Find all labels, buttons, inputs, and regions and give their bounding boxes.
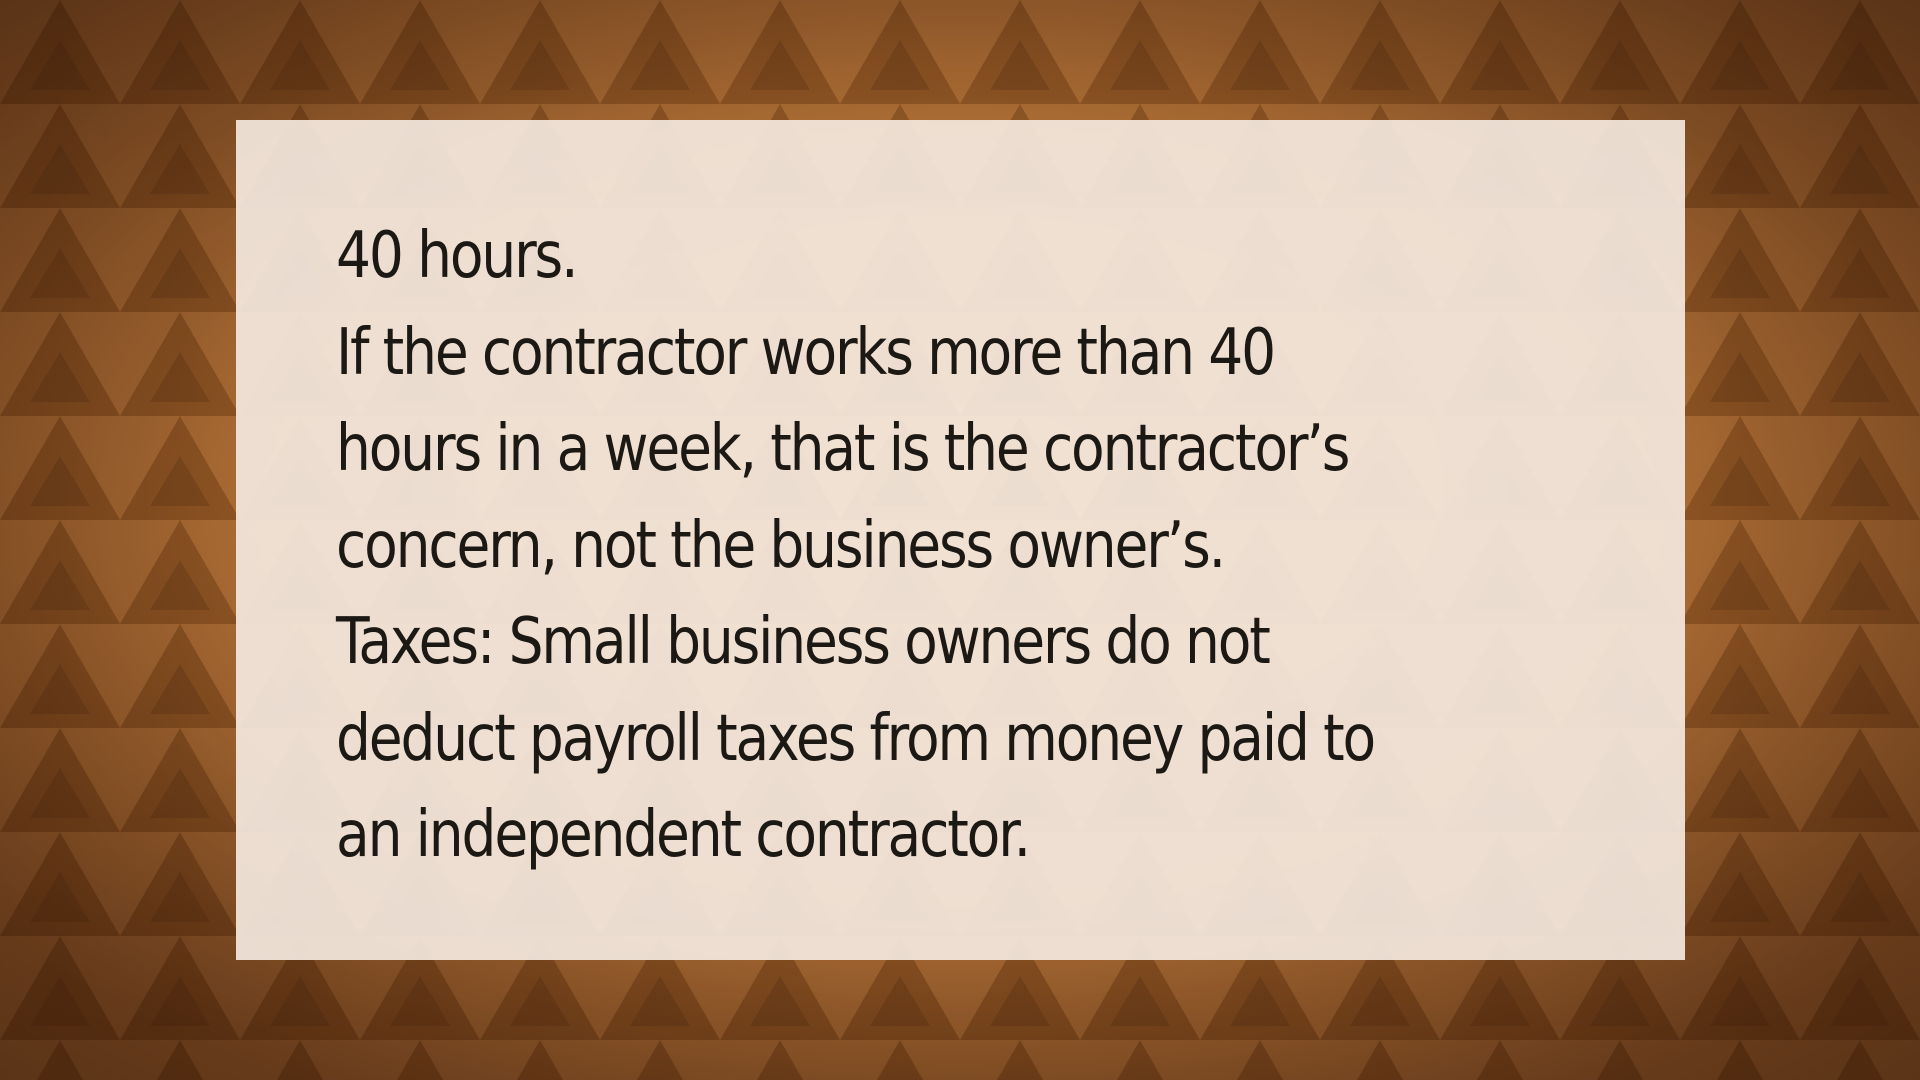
text-card: 40 hours. If the contractor works more t…: [236, 120, 1685, 960]
slide-text: 40 hours. If the contractor works more t…: [336, 208, 1454, 884]
text-line: an independent contractor.: [336, 798, 1031, 872]
text-line: 40 hours.: [336, 219, 579, 293]
text-line: hours in a week, that is the contractor’…: [336, 412, 1350, 486]
text-line: concern, not the business owner’s.: [336, 508, 1226, 583]
text-line: If the contractor works more than 40: [336, 315, 1276, 390]
text-line: deduct payroll taxes from money paid to: [336, 701, 1376, 776]
text-line: Taxes: Small business owners do not: [336, 605, 1271, 679]
